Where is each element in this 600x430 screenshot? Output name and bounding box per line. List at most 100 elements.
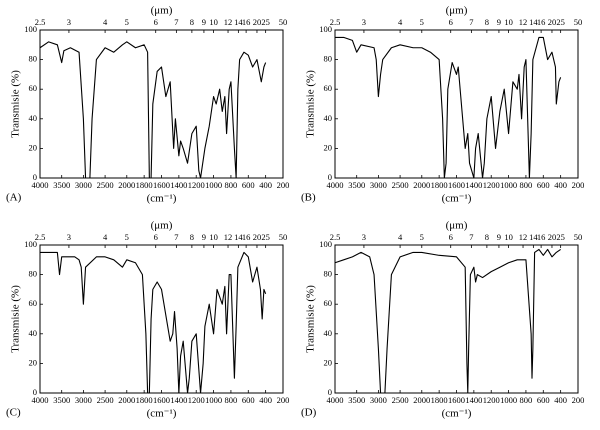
x2-tick-label: 6 bbox=[449, 232, 453, 242]
x2-tick-label: 20 bbox=[253, 17, 262, 27]
x-tick-label: 1800 bbox=[136, 395, 153, 405]
x2-tick-label: 9 bbox=[202, 17, 206, 27]
x-tick-label: 1200 bbox=[483, 180, 500, 190]
x-tick-label: 2500 bbox=[392, 180, 409, 190]
x2-tick-label: 16 bbox=[537, 232, 546, 242]
y-tick-label: 60 bbox=[324, 298, 333, 308]
x-tick-label: 2000 bbox=[413, 395, 430, 405]
x2-tick-label: 25 bbox=[556, 232, 565, 242]
x2-tick-label: 9 bbox=[202, 232, 206, 242]
x-tick-label: 400 bbox=[259, 180, 272, 190]
y-tick-label: 20 bbox=[29, 142, 38, 152]
x2-tick-label: 4 bbox=[398, 232, 403, 242]
x2-tick-label: 20 bbox=[548, 232, 557, 242]
x2-tick-label: 9 bbox=[497, 17, 501, 27]
x-tick-label: 600 bbox=[242, 395, 255, 405]
x2-tick-label: 2.5 bbox=[35, 17, 46, 27]
x-tick-label: 4000 bbox=[327, 180, 344, 190]
y-axis-label: Transmisie (%) bbox=[10, 70, 22, 138]
y-tick-label: 100 bbox=[319, 24, 332, 34]
y-tick-label: 100 bbox=[319, 239, 332, 249]
x-tick-label: 1600 bbox=[153, 395, 170, 405]
x-tick-label: 200 bbox=[572, 180, 585, 190]
y-tick-label: 80 bbox=[324, 54, 333, 64]
x2-tick-label: 50 bbox=[279, 232, 288, 242]
x2-tick-label: 6 bbox=[154, 232, 158, 242]
x2-tick-label: 10 bbox=[504, 232, 513, 242]
x-tick-label: 3000 bbox=[370, 180, 387, 190]
x-tick-label: 800 bbox=[225, 180, 238, 190]
x2-tick-label: 3 bbox=[362, 17, 366, 27]
x-tick-label: 400 bbox=[259, 395, 272, 405]
y-tick-label: 80 bbox=[29, 54, 38, 64]
x-axis-label: (cm⁻¹) bbox=[147, 408, 177, 420]
x-tick-label: 200 bbox=[277, 395, 290, 405]
x2-tick-label: 50 bbox=[574, 232, 583, 242]
x2-tick-label: 2.5 bbox=[330, 17, 341, 27]
x2-tick-label: 2.5 bbox=[35, 232, 46, 242]
x2-tick-label: 14 bbox=[529, 232, 538, 242]
y-tick-label: 80 bbox=[324, 269, 333, 279]
x2-tick-label: 10 bbox=[209, 17, 218, 27]
x-tick-label: 1200 bbox=[483, 395, 500, 405]
x-tick-label: 800 bbox=[520, 180, 533, 190]
x2-tick-label: 25 bbox=[261, 17, 270, 27]
x2-tick-label: 8 bbox=[485, 17, 489, 27]
x-tick-label: 1600 bbox=[448, 180, 465, 190]
x2-tick-label: 2.5 bbox=[330, 232, 341, 242]
x-tick-label: 2000 bbox=[118, 395, 135, 405]
y-tick-label: 0 bbox=[328, 172, 332, 182]
x2-tick-label: 7 bbox=[469, 17, 473, 27]
y-axis-label: Transmisie (%) bbox=[305, 285, 317, 353]
plot-frame bbox=[39, 244, 284, 394]
x2-tick-label: 7 bbox=[174, 17, 178, 27]
x-tick-label: 3000 bbox=[75, 180, 92, 190]
x2-tick-label: 12 bbox=[519, 17, 528, 27]
x2-axis-label: (μm) bbox=[446, 5, 468, 17]
y-tick-label: 60 bbox=[29, 83, 38, 93]
x2-tick-label: 10 bbox=[209, 232, 218, 242]
y-tick-label: 0 bbox=[33, 172, 37, 182]
x-tick-label: 800 bbox=[520, 395, 533, 405]
x-tick-label: 1000 bbox=[500, 395, 517, 405]
y-tick-label: 20 bbox=[29, 357, 38, 367]
x2-tick-label: 20 bbox=[253, 232, 262, 242]
y-tick-label: 40 bbox=[29, 328, 38, 338]
x2-tick-label: 7 bbox=[469, 232, 473, 242]
x2-tick-label: 8 bbox=[190, 232, 194, 242]
x-tick-label: 3000 bbox=[75, 395, 92, 405]
x-tick-label: 3000 bbox=[370, 395, 387, 405]
plot-frame bbox=[334, 29, 579, 179]
x-tick-label: 2500 bbox=[97, 180, 114, 190]
y-tick-label: 80 bbox=[29, 269, 38, 279]
plot-frame bbox=[39, 29, 284, 179]
x-tick-label: 3500 bbox=[348, 180, 365, 190]
x2-tick-label: 6 bbox=[154, 17, 158, 27]
x-tick-label: 1800 bbox=[136, 180, 153, 190]
x-tick-label: 600 bbox=[242, 180, 255, 190]
x2-tick-label: 5 bbox=[420, 232, 424, 242]
y-tick-label: 20 bbox=[324, 142, 333, 152]
x2-tick-label: 50 bbox=[279, 17, 288, 27]
spectrum-line bbox=[40, 251, 267, 394]
x-tick-label: 4000 bbox=[327, 395, 344, 405]
x-tick-label: 3500 bbox=[53, 180, 70, 190]
x2-tick-label: 6 bbox=[449, 17, 453, 27]
panel-label: (A) bbox=[6, 192, 22, 204]
x-tick-label: 600 bbox=[537, 180, 550, 190]
x2-tick-label: 14 bbox=[529, 17, 538, 27]
panel-label: (B) bbox=[301, 192, 316, 204]
x2-tick-label: 25 bbox=[556, 17, 565, 27]
x2-tick-label: 4 bbox=[398, 17, 403, 27]
y-tick-label: 40 bbox=[324, 113, 333, 123]
x-tick-label: 1400 bbox=[465, 395, 482, 405]
x-tick-label: 2500 bbox=[392, 395, 409, 405]
y-tick-label: 60 bbox=[324, 83, 333, 93]
x2-tick-label: 7 bbox=[174, 232, 178, 242]
spectrum-line bbox=[334, 248, 561, 394]
x2-axis-label: (μm) bbox=[446, 220, 468, 232]
x2-tick-label: 5 bbox=[125, 232, 129, 242]
x-tick-label: 3500 bbox=[348, 395, 365, 405]
